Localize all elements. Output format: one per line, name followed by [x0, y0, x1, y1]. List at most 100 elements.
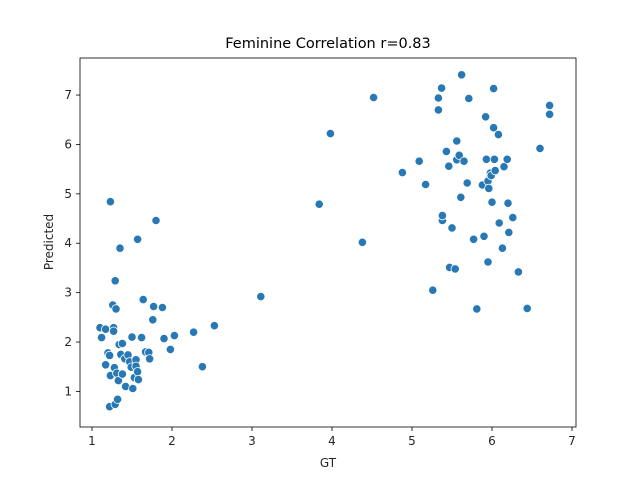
data-point — [479, 231, 489, 241]
x-tick-label: 6 — [488, 434, 496, 448]
x-axis-label: GT — [320, 456, 337, 470]
data-point — [357, 237, 367, 247]
points-layer — [95, 70, 555, 412]
data-point — [502, 154, 512, 164]
data-point — [535, 143, 545, 153]
chart-title: Feminine Correlation r=0.83 — [225, 36, 431, 52]
x-tick-label: 5 — [408, 434, 416, 448]
data-point — [109, 326, 119, 336]
y-tick-label: 6 — [64, 137, 72, 151]
data-point — [133, 234, 143, 244]
data-point — [480, 112, 491, 122]
data-point — [454, 150, 464, 160]
y-tick-label: 4 — [64, 236, 72, 250]
data-point — [433, 105, 443, 115]
data-point — [110, 276, 120, 286]
y-tick-label: 2 — [64, 335, 72, 349]
data-point — [522, 303, 532, 313]
y-tick-label: 3 — [64, 286, 72, 300]
plot-frame — [79, 57, 577, 428]
data-point — [151, 215, 161, 226]
data-point — [256, 291, 266, 302]
data-point — [452, 136, 462, 146]
data-point — [189, 327, 199, 337]
x-axis: 1 2 3 4 5 6 7 — [88, 427, 576, 448]
data-point — [149, 301, 159, 312]
data-point — [159, 333, 169, 344]
data-point — [101, 324, 111, 334]
data-point — [414, 156, 424, 166]
y-tick-label: 5 — [64, 187, 72, 201]
data-point — [447, 223, 457, 233]
data-point — [127, 332, 137, 342]
data-point — [117, 338, 128, 349]
data-point — [490, 166, 500, 176]
x-tick-label: 4 — [328, 434, 336, 448]
data-point — [488, 84, 499, 94]
data-point — [115, 243, 125, 253]
data-point — [209, 321, 219, 331]
data-point — [544, 100, 555, 111]
data-point — [468, 234, 479, 244]
data-point — [165, 344, 175, 354]
data-point — [503, 198, 513, 208]
data-point — [484, 183, 494, 193]
y-tick-label: 7 — [64, 88, 72, 102]
data-point — [368, 92, 379, 103]
y-tick-label: 1 — [64, 384, 72, 398]
data-point — [489, 154, 499, 164]
data-point — [397, 168, 407, 178]
data-point — [325, 129, 335, 139]
data-point — [145, 354, 155, 364]
data-point — [508, 213, 518, 223]
data-point — [497, 243, 507, 253]
data-point — [97, 332, 107, 343]
data-point — [464, 93, 474, 104]
data-point — [456, 192, 466, 202]
data-point — [488, 123, 499, 133]
x-tick-label: 3 — [248, 434, 256, 448]
data-point — [450, 264, 460, 274]
data-point — [456, 70, 467, 80]
data-point — [483, 257, 493, 267]
x-tick-label: 2 — [168, 434, 176, 448]
data-point — [441, 146, 451, 156]
data-point — [504, 227, 514, 237]
data-point — [101, 360, 111, 370]
data-point — [487, 197, 497, 207]
data-point — [157, 302, 167, 313]
data-point — [472, 304, 482, 314]
data-point — [105, 197, 116, 207]
data-point — [493, 130, 503, 140]
data-point — [437, 211, 447, 221]
data-point — [314, 199, 324, 209]
x-tick-label: 1 — [88, 434, 96, 448]
data-point — [133, 374, 143, 385]
data-point — [544, 109, 555, 119]
data-point — [436, 83, 447, 93]
data-point — [138, 294, 148, 305]
data-point — [197, 362, 207, 372]
data-point — [169, 330, 179, 341]
data-point — [433, 93, 443, 103]
data-point — [444, 161, 454, 171]
data-point — [111, 304, 121, 314]
x-tick-label: 7 — [568, 434, 576, 448]
data-point — [462, 178, 472, 188]
data-point — [420, 179, 431, 190]
data-point — [133, 367, 143, 377]
data-point — [128, 383, 138, 394]
data-point — [113, 375, 124, 386]
y-axis-label: Predicted — [42, 214, 56, 270]
data-point — [513, 267, 524, 277]
data-point — [494, 218, 504, 228]
data-point — [459, 156, 469, 166]
data-point — [148, 315, 158, 325]
data-point — [113, 394, 123, 404]
data-point — [137, 332, 147, 343]
data-point — [481, 154, 491, 164]
data-point — [105, 350, 115, 360]
data-point — [428, 285, 438, 295]
y-axis: 1 2 3 4 5 6 7 — [64, 88, 80, 398]
